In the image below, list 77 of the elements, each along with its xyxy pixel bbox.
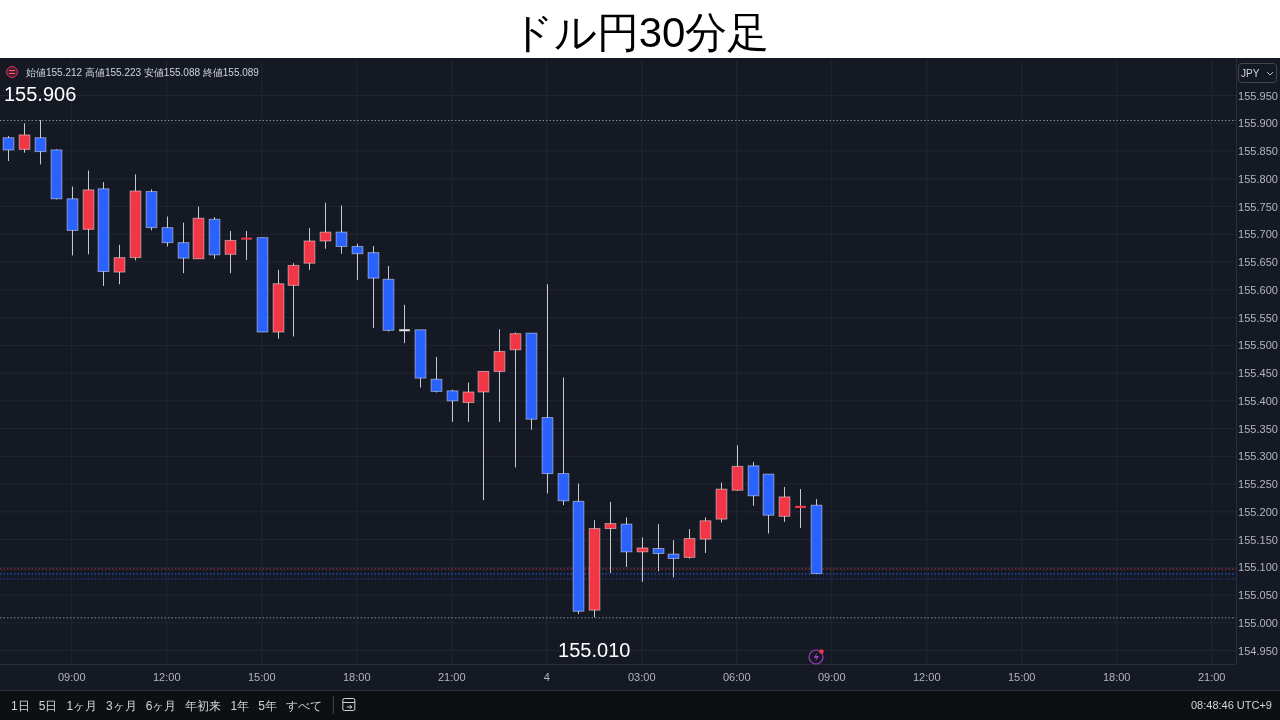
- y-tick-label: 155.250: [1238, 478, 1278, 491]
- candlestick: [18, 122, 31, 154]
- candlestick: [335, 204, 348, 255]
- candlestick: [399, 304, 410, 344]
- candlestick: [509, 332, 522, 468]
- x-tick-label: 15:00: [248, 671, 276, 683]
- text: 3ヶ月: [106, 699, 137, 713]
- candlestick: [493, 328, 506, 423]
- candlestick: [241, 230, 252, 261]
- y-tick-label: 155.050: [1238, 589, 1278, 602]
- candlestick: [319, 202, 332, 250]
- candlestick: [477, 370, 490, 501]
- text: すべて: [285, 699, 322, 713]
- annotation: 始値155.212 高値155.223 安値155.088 終値155.089: [26, 67, 260, 78]
- candlestick: [795, 488, 806, 529]
- x-tick-label: 18:00: [1102, 671, 1131, 683]
- candlestick: [161, 216, 174, 248]
- y-tick-label: 155.950: [1238, 89, 1278, 102]
- text: 年初来: [185, 699, 222, 713]
- x-tick-label: 18:00: [343, 671, 371, 683]
- candlestick: [446, 389, 459, 423]
- text: 5日: [38, 699, 58, 713]
- y-tick-label: 155.150: [1238, 533, 1278, 546]
- y-tick-label: 155.100: [1238, 561, 1278, 574]
- x-tick-label: 4: [543, 671, 550, 683]
- candlestick: [683, 528, 696, 560]
- text: 1年: [230, 699, 250, 713]
- y-tick-label: 155.850: [1238, 145, 1278, 158]
- y-tick-label: 155.700: [1238, 228, 1278, 241]
- y-tick-label: 155.800: [1238, 172, 1278, 185]
- text: 08:48:46 UTC+9: [1190, 699, 1272, 711]
- candlestick: [430, 356, 443, 394]
- candlestick: [351, 243, 364, 281]
- candlestick: [462, 382, 475, 423]
- candlestick: [652, 523, 665, 572]
- candlestick: [303, 227, 316, 271]
- x-tick-label: 15:00: [1007, 671, 1036, 683]
- x-tick-label: 12:00: [912, 671, 941, 683]
- candlestick: [731, 444, 744, 492]
- x-tick-label: 12:00: [153, 671, 181, 683]
- y-tick-label: 155.900: [1238, 117, 1278, 130]
- candlestick: [778, 486, 791, 523]
- x-tick-label: 09:00: [58, 671, 86, 683]
- y-tick-label: 155.200: [1238, 505, 1278, 518]
- y-tick-label: 155.400: [1238, 394, 1278, 407]
- candlestick: [34, 119, 47, 165]
- y-tick-label: 154.950: [1238, 644, 1278, 657]
- candlestick: [636, 536, 649, 583]
- x-tick-label: 09:00: [817, 671, 846, 683]
- candlestick: [224, 230, 237, 274]
- candlestick: [113, 244, 126, 285]
- annotation: 155.010: [558, 639, 631, 662]
- text: 5年: [258, 699, 277, 713]
- y-tick-label: 155.550: [1238, 311, 1278, 324]
- x-tick-label: 03:00: [627, 671, 656, 683]
- candlestick: [604, 501, 617, 574]
- candlestick: [699, 516, 712, 554]
- y-tick-label: 155.000: [1238, 616, 1278, 629]
- text: 6ヶ月: [145, 699, 177, 713]
- candlestick: [287, 262, 300, 337]
- text: 1日: [11, 699, 30, 713]
- y-tick-label: 155.750: [1238, 200, 1278, 213]
- x-tick-label: 21:00: [1197, 671, 1226, 683]
- y-tick-label: 155.600: [1238, 283, 1278, 296]
- y-tick-label: 155.350: [1238, 422, 1278, 435]
- candlestick: [177, 222, 190, 274]
- candlestick: [2, 135, 15, 162]
- x-tick-label: 21:00: [437, 671, 466, 683]
- y-tick-label: 155.650: [1238, 256, 1278, 269]
- annotation: 155.906: [3, 82, 77, 105]
- y-tick-label: 155.500: [1238, 339, 1278, 352]
- chart-title: ドル円30分足: [510, 9, 770, 56]
- text: JPY: [1241, 68, 1260, 79]
- text: 1ヶ月: [66, 699, 98, 713]
- x-tick-label: 06:00: [722, 671, 751, 683]
- y-tick-label: 155.450: [1238, 367, 1278, 380]
- y-tick-label: 155.300: [1238, 450, 1278, 463]
